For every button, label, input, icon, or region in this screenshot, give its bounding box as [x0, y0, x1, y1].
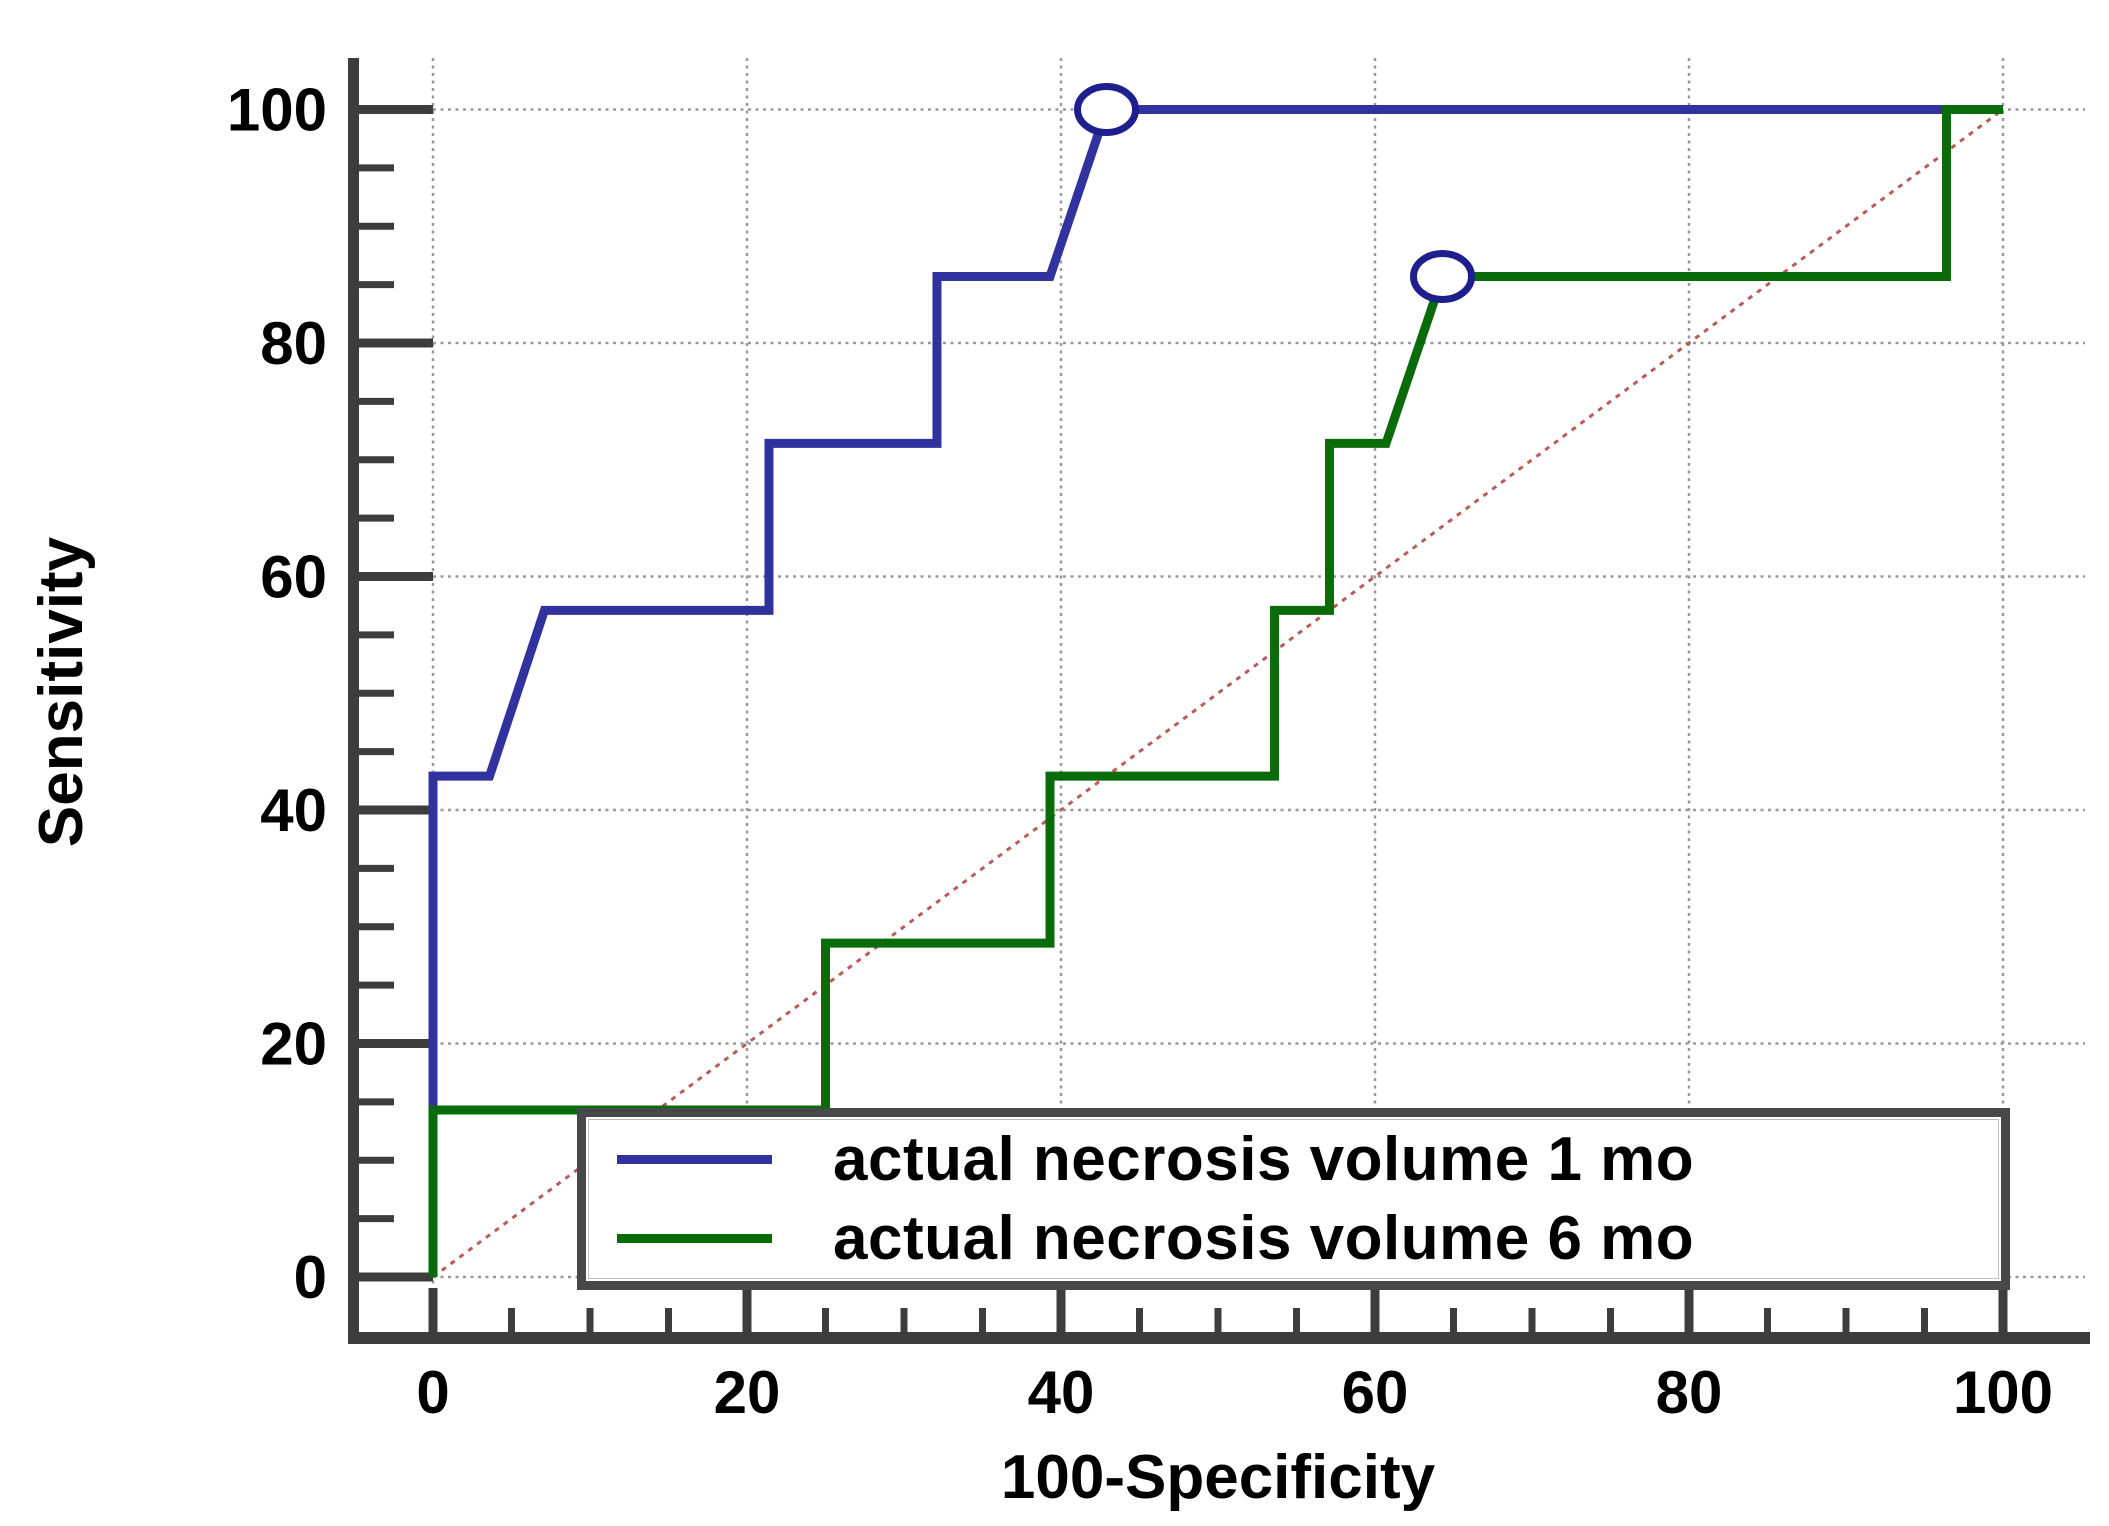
- y-minor-tick: [359, 748, 394, 756]
- y-minor-tick: [359, 514, 394, 522]
- criterion-markers: [1074, 83, 1476, 303]
- y-tick-label: 20: [260, 1011, 327, 1078]
- tick-labels: 0 20 40 60 80 100 0 20 40 60 80 100: [227, 77, 2053, 1427]
- criterion-marker-1mo: [1074, 83, 1140, 136]
- x-tick-label: 100: [1953, 1359, 2053, 1426]
- x-minor-tick: [665, 1308, 672, 1332]
- x-minor-tick: [1528, 1308, 1536, 1332]
- y-minor-tick: [359, 689, 394, 697]
- y-minor-tick: [359, 631, 394, 639]
- x-tick-label: 40: [1028, 1359, 1095, 1426]
- axes-frame: [348, 58, 2090, 1344]
- x-major-tick: [1684, 1288, 1694, 1332]
- x-major-tick: [428, 1288, 438, 1332]
- x-major-tick: [1056, 1288, 1066, 1332]
- x-minor-tick: [1921, 1308, 1928, 1332]
- x-minor-tick: [508, 1308, 515, 1332]
- roc-curves: [428, 105, 2003, 1277]
- y-major-tick: [359, 338, 433, 348]
- y-minor-tick: [359, 1215, 394, 1223]
- y-tick-label: 0: [294, 1244, 327, 1311]
- y-major-tick: [359, 805, 433, 815]
- y-tick-label: 100: [227, 77, 327, 144]
- x-tick-label: 60: [1342, 1359, 1409, 1426]
- y-minor-tick: [359, 281, 394, 289]
- reference-diagonal: [432, 108, 2004, 1279]
- x-minor-tick: [900, 1308, 908, 1332]
- x-minor-tick: [1842, 1308, 1850, 1332]
- y-axis-spine: [348, 58, 359, 1344]
- y-minor-tick: [359, 164, 394, 172]
- y-axis-title: Sensitivity: [27, 536, 96, 848]
- chance-diagonal: [432, 108, 2004, 1279]
- x-minor-tick: [1293, 1308, 1300, 1332]
- y-major-tick: [359, 105, 433, 114]
- y-major-tick: [359, 1039, 433, 1048]
- x-major-tick: [742, 1288, 752, 1332]
- legend-label-1mo: actual necrosis volume 1 mo: [833, 1125, 1695, 1195]
- x-axis-spine: [348, 1332, 2090, 1344]
- y-major-tick: [359, 572, 433, 581]
- x-minor-tick: [1607, 1308, 1614, 1332]
- y-minor-tick: [359, 222, 394, 230]
- x-minor-tick: [1450, 1308, 1457, 1332]
- y-minor-tick: [359, 981, 394, 989]
- x-minor-tick: [1136, 1308, 1143, 1332]
- y-tick-label: 80: [260, 310, 327, 377]
- legend-line-sample-1mo: [617, 1155, 772, 1165]
- y-minor-tick: [359, 923, 394, 931]
- x-minor-tick: [1214, 1308, 1222, 1332]
- legend: actual necrosis volume 1 mo actual necro…: [577, 1108, 2010, 1290]
- y-minor-tick: [359, 397, 394, 405]
- x-tick-label: 20: [714, 1359, 781, 1426]
- criterion-marker-6mo: [1410, 249, 1476, 303]
- y-major-tick: [359, 1272, 433, 1282]
- x-axis-title: 100-Specificity: [1000, 1443, 1436, 1512]
- y-tick-label: 40: [260, 777, 327, 844]
- legend-label-6mo: actual necrosis volume 6 mo: [833, 1203, 1695, 1273]
- x-minor-tick: [586, 1308, 594, 1332]
- legend-item-6mo: actual necrosis volume 6 mo: [586, 1203, 2001, 1274]
- y-tick-label: 60: [260, 544, 327, 611]
- y-minor-tick: [359, 456, 394, 464]
- y-minor-tick: [359, 1098, 394, 1106]
- roc-curve-6mo: [428, 105, 2003, 1277]
- x-minor-tick: [979, 1308, 986, 1332]
- x-tick-label: 0: [416, 1359, 449, 1426]
- x-major-tick: [1998, 1288, 2008, 1332]
- roc-curve-1mo: [428, 105, 2003, 1277]
- y-minor-tick: [359, 1156, 394, 1164]
- x-minor-tick: [1764, 1308, 1771, 1332]
- y-minor-tick: [359, 864, 394, 872]
- x-minor-tick: [822, 1308, 829, 1332]
- legend-line-sample-6mo: [617, 1233, 772, 1243]
- legend-item-1mo: actual necrosis volume 1 mo: [586, 1124, 2001, 1195]
- x-tick-label: 80: [1656, 1359, 1723, 1426]
- axis-ticks: [359, 105, 2008, 1332]
- x-major-tick: [1370, 1288, 1380, 1332]
